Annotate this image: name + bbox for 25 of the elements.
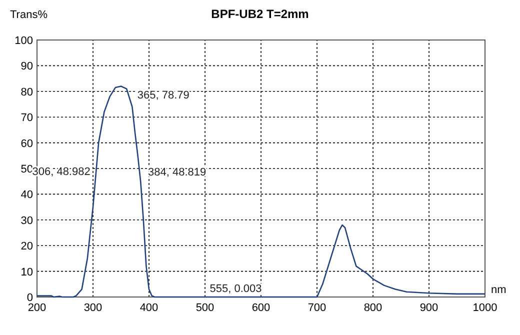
x-tick-label: 600 [252,302,270,314]
x-tick-label: 200 [28,302,46,314]
x-tick-label: 700 [308,302,326,314]
x-tick-label: 300 [84,302,102,314]
x-axis-title: nm [491,284,506,296]
x-tick-label: 800 [364,302,382,314]
y-tick-label: 90 [20,60,33,73]
x-tick-label: 500 [196,302,214,314]
y-tick-label: 40 [20,189,33,202]
annotation: 365, 78.79 [137,90,190,102]
y-tick-label: 30 [20,214,33,227]
y-tick-label: 80 [20,86,33,98]
y-axis-title: Trans% [10,9,48,21]
y-tick-label: 60 [20,138,33,150]
y-tick-label: 70 [20,112,33,124]
y-tick-label: 0 [26,292,33,304]
x-tick-label: 400 [140,302,158,314]
y-tick-label: 20 [20,240,33,253]
y-tick-label: 10 [20,266,33,278]
annotation: 555, 0.003 [210,282,262,295]
x-tick-label: 1000 [472,302,498,314]
x-tick-label: 900 [420,302,438,314]
y-tick-label: 100 [14,35,33,47]
chart-title: BPF-UB2 T=2mm [211,7,309,21]
annotation: 384, 48.819 [148,166,206,179]
